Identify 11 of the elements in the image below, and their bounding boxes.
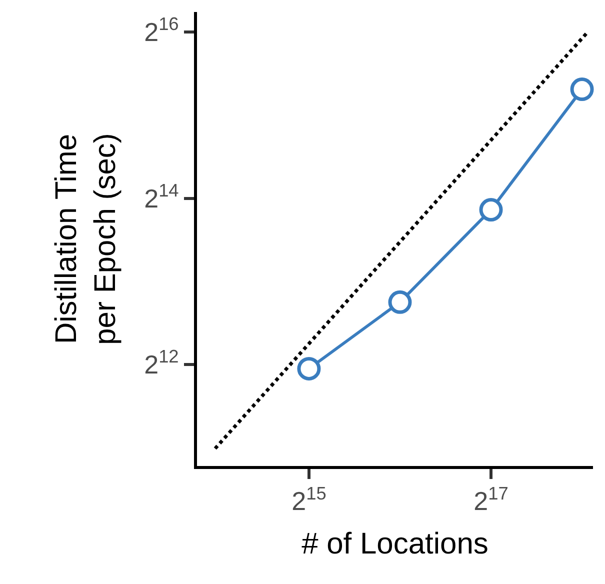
y-tick-label: 2$^{14}$ <box>144 180 179 214</box>
y-axis-title: Distillation Time per Epoch (sec) <box>50 133 122 345</box>
y-tick-label: 2$^{16}$ <box>144 14 179 48</box>
point <box>570 78 594 102</box>
x-tick-label: 2$^{17}$ <box>474 483 508 516</box>
x-axis-title: # of Locations <box>302 528 488 561</box>
y-tick-label: 2$^{12}$ <box>144 346 179 380</box>
point <box>297 356 321 380</box>
point <box>479 198 503 222</box>
x-tick-label: 2$^{15}$ <box>292 483 326 516</box>
point <box>388 290 412 314</box>
